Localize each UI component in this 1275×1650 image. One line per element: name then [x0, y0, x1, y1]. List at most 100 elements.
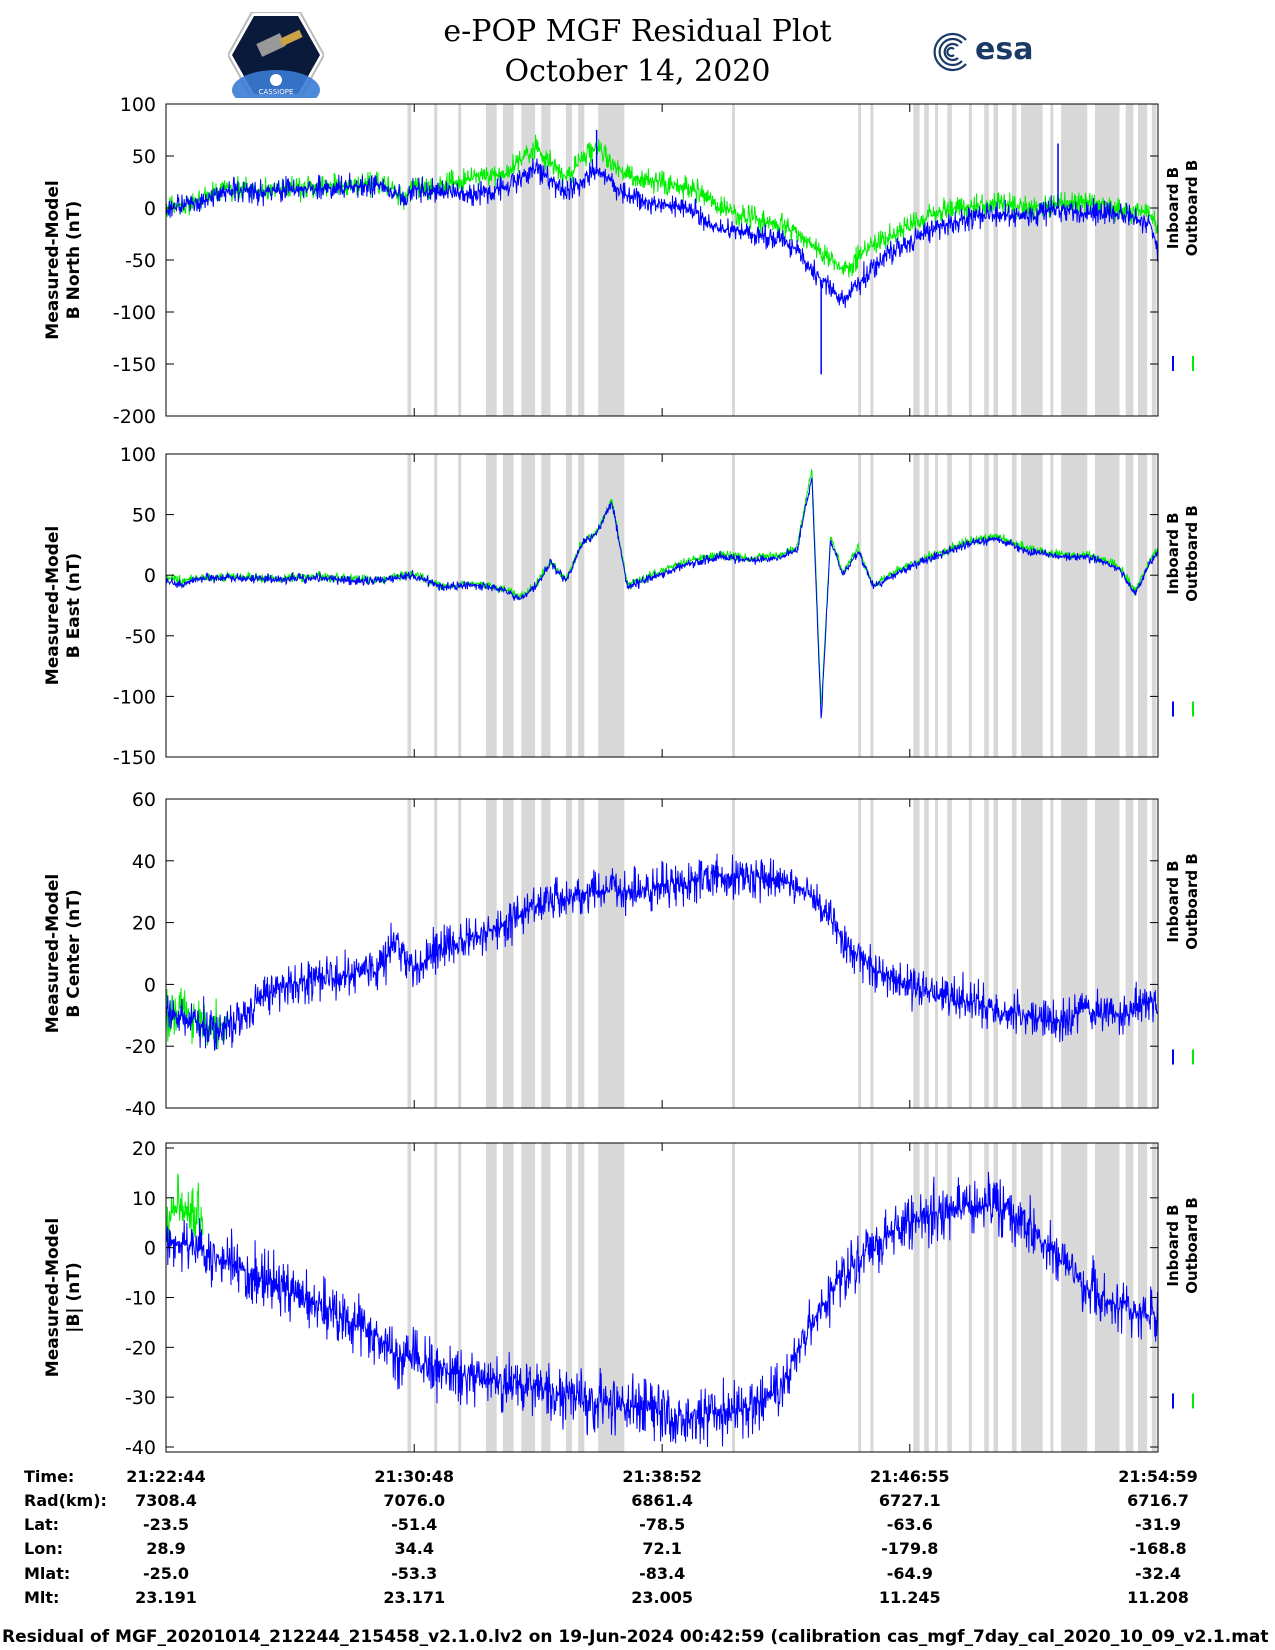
- y-tick-label: 10: [132, 1188, 156, 1210]
- ephemeris-value: 34.4: [394, 1539, 433, 1558]
- y-axis-label-line1: Measured-Model: [43, 1218, 63, 1377]
- y-axis-label-line2: B East (nT): [64, 553, 84, 658]
- y-tick-label: -40: [125, 1098, 156, 1120]
- y-tick-label: -40: [125, 1437, 156, 1459]
- series-line-outboard: [165, 1173, 204, 1245]
- legend-labels: Inboard BOutboard B: [1164, 505, 1201, 602]
- gap-band: [924, 454, 929, 757]
- gap-band: [434, 104, 438, 416]
- ephemeris-row-label: Rad(km):: [24, 1491, 107, 1510]
- series-line-outboard: [165, 134, 1159, 278]
- gap-band: [541, 454, 551, 757]
- gap-band: [1138, 104, 1148, 416]
- series-line-inboard: [165, 1171, 1159, 1448]
- gap-band: [434, 1143, 438, 1452]
- ephemeris-value: -53.3: [391, 1564, 437, 1583]
- gap-band: [947, 799, 952, 1108]
- ephemeris-value: -179.8: [881, 1539, 938, 1558]
- ephemeris-value: 21:54:59: [1118, 1467, 1198, 1486]
- gap-band: [731, 1143, 736, 1452]
- y-tick-label: -150: [113, 354, 156, 376]
- y-axis-label: Measured-ModelB Center (nT): [43, 874, 84, 1033]
- y-tick-label: -100: [113, 686, 156, 708]
- gap-band: [1061, 454, 1088, 757]
- y-tick-label: -100: [113, 302, 156, 324]
- gap-band: [502, 454, 514, 757]
- y-tick-label: 0: [144, 565, 156, 587]
- gap-band: [458, 454, 462, 757]
- gap-band: [913, 799, 920, 1108]
- y-tick-label: -150: [113, 747, 156, 769]
- y-tick-label: -20: [125, 1036, 156, 1058]
- gap-band: [1125, 454, 1134, 757]
- y-axis-label: Measured-ModelB East (nT): [43, 526, 84, 685]
- gap-band: [578, 454, 585, 757]
- y-axis-label: Measured-ModelB North (nT): [43, 180, 84, 339]
- ephemeris-row-label: Mlt:: [24, 1588, 59, 1607]
- y-tick-label: 60: [132, 789, 156, 811]
- gap-band: [521, 454, 536, 757]
- gap-band: [565, 1143, 573, 1452]
- gap-band: [1138, 1143, 1148, 1452]
- y-axis-label-line1: Measured-Model: [43, 874, 63, 1033]
- gap-band: [924, 799, 929, 1108]
- ephemeris-value: -25.0: [143, 1564, 189, 1583]
- gap-band: [984, 799, 989, 1108]
- gap-band: [1050, 1143, 1054, 1452]
- gap-band: [1094, 799, 1120, 1108]
- gap-band: [565, 454, 573, 757]
- ephemeris-value: 21:30:48: [374, 1467, 454, 1486]
- y-tick-label: -200: [113, 406, 156, 428]
- ephemeris-row-label: Lat:: [24, 1515, 59, 1534]
- ephemeris-value: 7076.0: [383, 1491, 445, 1510]
- ephemeris-value: 6727.1: [879, 1491, 941, 1510]
- gap-band: [913, 104, 920, 416]
- legend-label-inboard: Inboard B: [1164, 1204, 1182, 1286]
- gap-band: [1138, 799, 1148, 1108]
- ephemeris-value: -31.9: [1135, 1515, 1181, 1534]
- gap-band: [984, 454, 989, 757]
- plot-frame: [165, 798, 1159, 1109]
- ephemeris-value: -64.9: [887, 1564, 933, 1583]
- plot-frame: [165, 453, 1159, 758]
- gap-band: [1011, 104, 1017, 416]
- ephemeris-value: -168.8: [1129, 1539, 1186, 1558]
- gap-band: [485, 454, 497, 757]
- gap-band: [934, 454, 939, 757]
- gap-band: [993, 104, 999, 416]
- ephemeris-value: 21:22:44: [126, 1467, 206, 1486]
- esa-logo-text: esa: [975, 32, 1034, 67]
- ephemeris-row-label: Lon:: [24, 1539, 63, 1558]
- y-axis-label-line2: B Center (nT): [64, 889, 84, 1017]
- y-tick-label: 40: [132, 851, 156, 873]
- y-tick-label: 20: [132, 913, 156, 935]
- y-tick-label: 20: [132, 1138, 156, 1160]
- y-axis-label: Measured-Model|B| (nT): [43, 1218, 84, 1377]
- gap-band: [968, 799, 972, 1108]
- gap-band: [870, 799, 874, 1108]
- gap-band: [407, 104, 412, 416]
- legend-labels: Inboard BOutboard B: [1164, 1197, 1201, 1294]
- gap-band: [947, 454, 952, 757]
- ephemeris-row-label: Time:: [24, 1467, 74, 1486]
- gap-band: [1138, 454, 1148, 757]
- gap-band: [870, 1143, 874, 1452]
- gap-band: [458, 799, 462, 1108]
- gap-band: [1050, 454, 1054, 757]
- gap-band: [1021, 1143, 1043, 1452]
- gap-band: [1021, 454, 1043, 757]
- gap-band: [858, 454, 862, 757]
- gap-band: [502, 799, 514, 1108]
- cassiope-logo: CASSIOPE: [228, 12, 324, 98]
- legend-label-inboard: Inboard B: [1164, 860, 1182, 942]
- ephemeris-value: 11.208: [1127, 1588, 1189, 1607]
- gap-band: [541, 799, 551, 1108]
- panel-3: 60 40 20 0 -20 -40 Measured-ModelB Center (nT)…: [43, 789, 1201, 1120]
- ephemeris-value: 23.171: [383, 1588, 445, 1607]
- gap-band: [407, 1143, 412, 1452]
- gap-band: [924, 1143, 929, 1452]
- panel-1: 100 50 0 -50 -100 -150 -200 Measured-ModelB Nor…: [43, 94, 1201, 428]
- gap-band: [485, 104, 497, 416]
- y-tick-label: 100: [120, 444, 156, 466]
- plot-title-line2: October 14, 2020: [504, 54, 771, 89]
